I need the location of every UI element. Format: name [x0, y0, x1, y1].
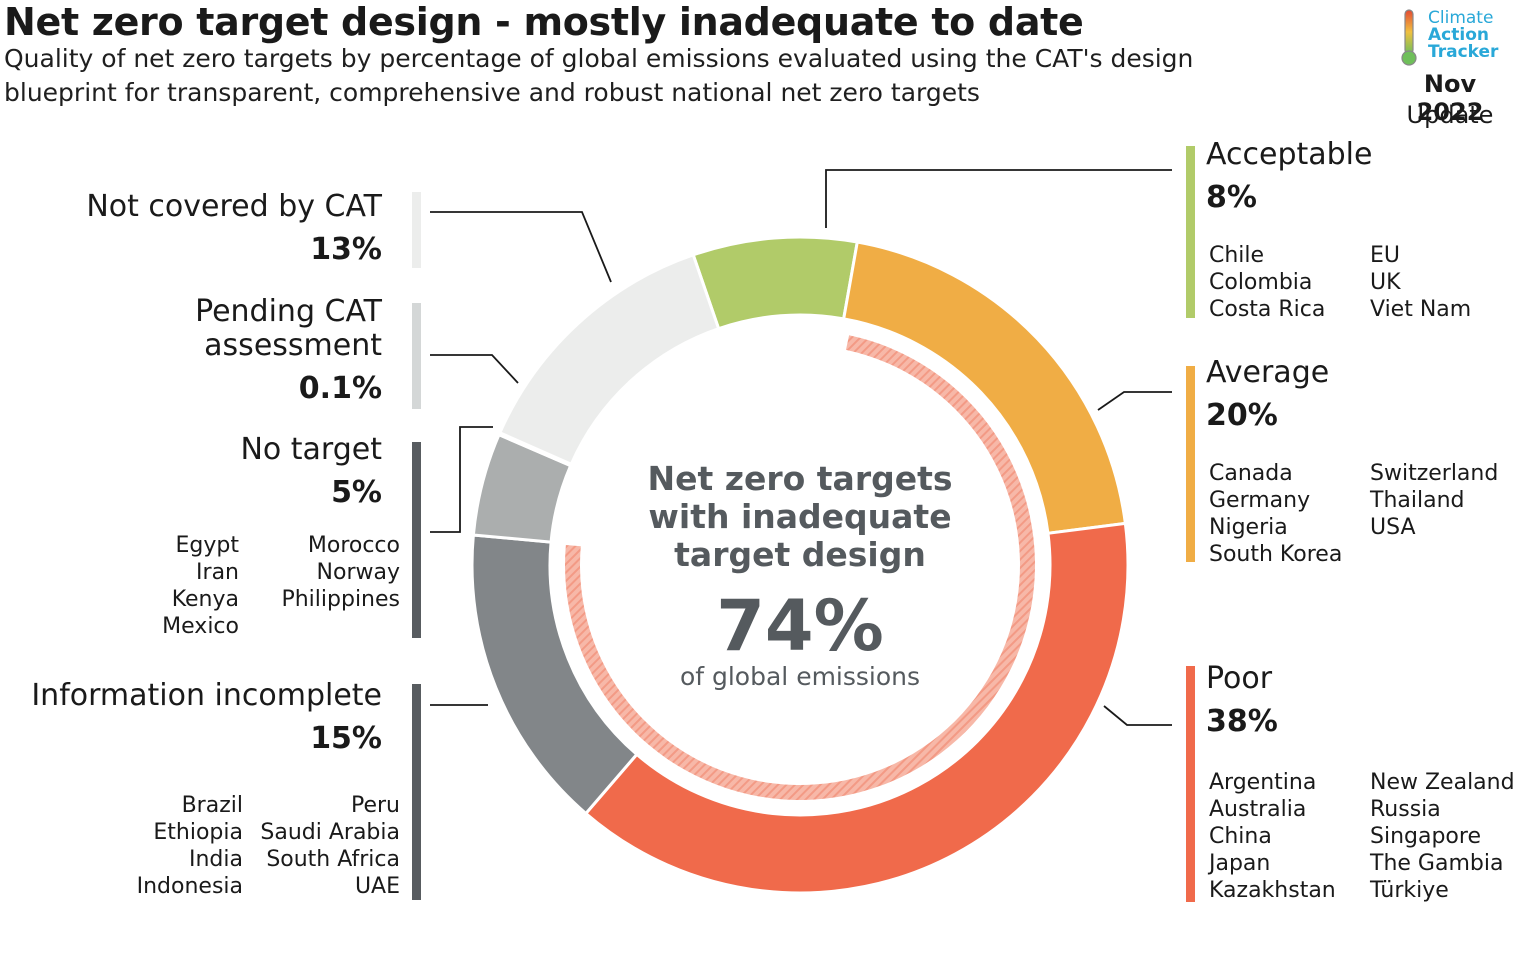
country-name: Chile [1209, 243, 1265, 268]
leader-line-average [1097, 391, 1172, 411]
country-name: Singapore [1370, 824, 1481, 849]
center-subtitle: of global emissions [679, 662, 921, 691]
legend-label-pending-line: Pending CAT [195, 294, 382, 329]
center-title: Net zero targets with inadequate target … [647, 459, 953, 574]
country-name: The Gambia [1370, 851, 1504, 876]
country-name: Germany [1209, 488, 1311, 513]
country-name: South Korea [1209, 542, 1343, 567]
legend-value-not-covered: 13% [310, 232, 382, 267]
legend-value-information-incomplete: 15% [310, 721, 382, 756]
legend-label-information-incomplete: Information incomplete [31, 678, 382, 713]
center-value: 74% [716, 585, 884, 667]
country-name: Kenya [171, 587, 239, 612]
country-list-information-incomplete-col1: Brazil Ethiopia India Indonesia [137, 792, 243, 900]
leader-line-not-covered [430, 211, 612, 283]
country-name: Mexico [162, 614, 239, 639]
legend-bar-pending [412, 303, 421, 409]
country-list-acceptable-col2: EU UK Viet Nam [1370, 242, 1471, 323]
leader-line-acceptable [825, 169, 1172, 228]
country-name: EU [1370, 243, 1401, 268]
leader-lines [430, 169, 1172, 726]
country-list-average-col1: Canada Germany Nigeria South Korea [1209, 460, 1342, 568]
country-name: Australia [1209, 797, 1307, 822]
country-name: Switzerland [1370, 461, 1499, 486]
chart-subtitle: Quality of net zero targets by percentag… [4, 44, 1194, 107]
leader-line-pending [430, 354, 519, 384]
donut-slice-poor [583, 521, 1130, 895]
country-name: Saudi Arabia [260, 820, 400, 845]
thermometer-logo-icon [1401, 9, 1417, 66]
country-name: Norway [316, 560, 400, 585]
country-name: China [1209, 824, 1272, 849]
legend-value-acceptable: 8% [1206, 180, 1257, 215]
donut-slice-information-incomplete [470, 533, 639, 816]
legend-label-acceptable: Acceptable [1206, 137, 1373, 172]
country-name: USA [1370, 515, 1416, 540]
country-name: Argentina [1209, 770, 1317, 795]
country-name: UK [1370, 270, 1401, 295]
country-name: Türkiye [1370, 878, 1449, 903]
legend-value-no-target: 5% [331, 475, 382, 510]
country-name: Indonesia [136, 874, 243, 899]
legend-label-pending-line: assessment [204, 328, 382, 363]
legend-label-not-covered: Not covered by CAT [86, 189, 382, 224]
legend-value-average: 20% [1206, 398, 1278, 433]
logo-wordmark: Climate Action Tracker [1428, 10, 1498, 61]
country-name: Canada [1209, 461, 1293, 486]
country-name: India [189, 847, 243, 872]
legend-label-no-target: No target [240, 432, 382, 467]
legend-bar-poor [1186, 666, 1195, 902]
legend-bar-information-incomplete [412, 684, 421, 900]
country-name: Nigeria [1209, 515, 1288, 540]
country-name: Thailand [1370, 488, 1465, 513]
donut-slices [470, 235, 1130, 895]
legend-label-poor: Poor [1206, 661, 1273, 696]
country-list-no-target-col1: Egypt Iran Kenya Mexico [162, 532, 239, 640]
country-name: UAE [354, 874, 400, 899]
leader-line-no-target [430, 426, 493, 533]
country-name: Morocco [307, 533, 400, 558]
leader-line-poor [1103, 705, 1172, 726]
country-name: New Zealand [1370, 770, 1515, 795]
logo-line: Climate [1428, 8, 1494, 28]
legend-bar-not-covered [412, 192, 421, 268]
country-list-no-target-col2: Morocco Norway Philippines [281, 532, 400, 613]
country-name: Egypt [175, 533, 239, 558]
country-name: Peru [350, 793, 400, 818]
country-name: Kazakhstan [1209, 878, 1336, 903]
update-label: Update [1406, 101, 1494, 129]
country-name: Japan [1209, 851, 1271, 876]
logo-line: Action [1428, 25, 1489, 45]
country-name: Russia [1370, 797, 1441, 822]
country-list-information-incomplete-col2: Peru Saudi Arabia South Africa UAE [260, 792, 400, 900]
country-name: South Africa [266, 847, 400, 872]
country-list-acceptable-col1: Chile Colombia Costa Rica [1209, 242, 1325, 323]
donut-slice-not-covered [497, 252, 721, 467]
country-list-poor-col1: Argentina Australia China Japan Kazakhst… [1209, 769, 1336, 904]
legend-label-pending: Pending CAT assessment [195, 295, 382, 363]
country-name: Philippines [281, 587, 400, 612]
update-date: Nov 2022 [1416, 70, 1484, 126]
legend-bar-no-target [412, 442, 421, 638]
donut-slice-acceptable [691, 235, 860, 331]
legend-label-average: Average [1206, 355, 1330, 390]
legend-bar-acceptable [1186, 146, 1195, 318]
country-name: Ethiopia [153, 820, 243, 845]
legend-bar-average [1186, 366, 1195, 562]
country-name: Viet Nam [1370, 297, 1472, 322]
legend-value-pending: 0.1% [298, 371, 382, 406]
logo-line: Tracker [1428, 42, 1499, 62]
country-name: Colombia [1209, 270, 1313, 295]
country-list-average-col2: Switzerland Thailand USA [1370, 460, 1498, 541]
country-name: Costa Rica [1209, 297, 1326, 322]
legend-value-poor: 38% [1206, 704, 1278, 739]
country-list-poor-col2: New Zealand Russia Singapore The Gambia … [1370, 769, 1515, 904]
country-name: Iran [196, 560, 239, 585]
chart-title: Net zero target design - mostly inadequa… [4, 0, 1084, 44]
country-name: Brazil [181, 793, 243, 818]
